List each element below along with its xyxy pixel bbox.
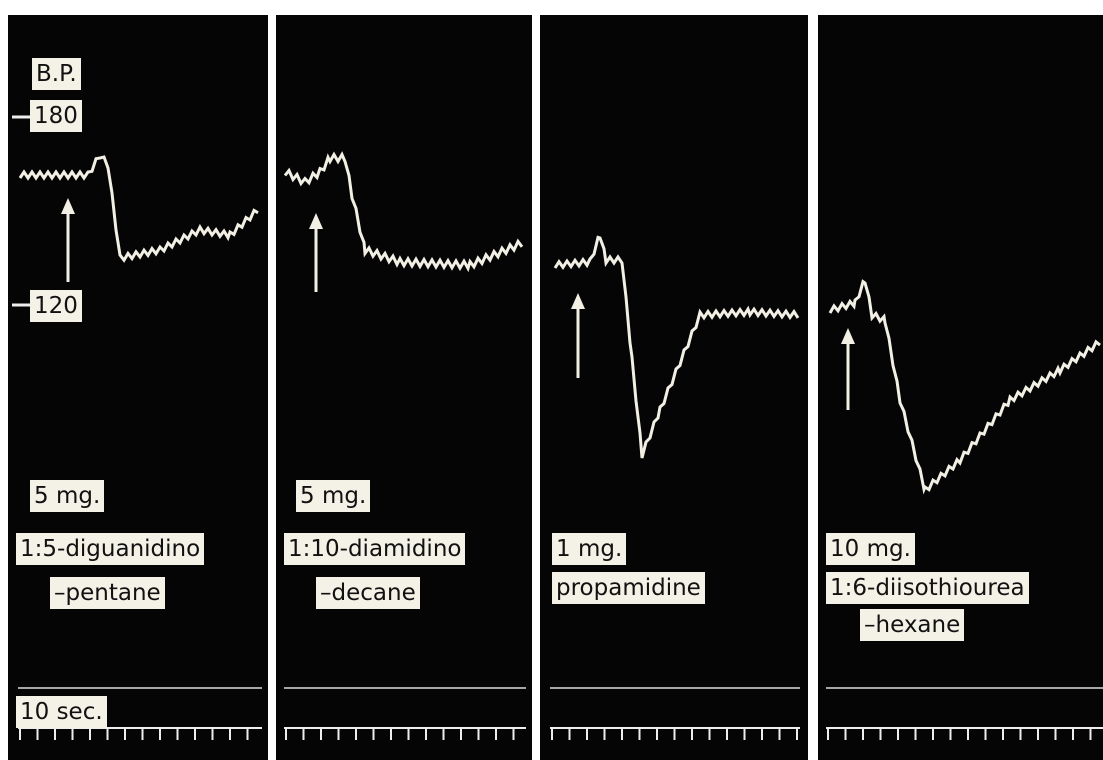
panel — [818, 15, 1103, 760]
scale-label: 120 — [30, 290, 82, 322]
drug-label: –pentane — [50, 577, 165, 609]
time-label: 10 sec. — [16, 696, 107, 728]
drug-label: –decane — [316, 577, 420, 609]
drug-label: 1:10-diamidino — [284, 533, 465, 565]
traces — [0, 0, 1103, 760]
bp-label: B.P. — [32, 58, 81, 90]
drug-label: 1:5-diguanidino — [16, 533, 204, 565]
dose-label: 5 mg. — [30, 480, 104, 512]
dose-label: 10 mg. — [826, 533, 915, 565]
scale-label: 180 — [30, 100, 82, 132]
drug-label: 1:6-diisothiourea — [826, 572, 1029, 604]
dose-label: 5 mg. — [296, 480, 370, 512]
drug-label: –hexane — [860, 609, 964, 641]
drug-label: propamidine — [552, 572, 705, 604]
dose-label: 1 mg. — [552, 533, 626, 565]
panel — [540, 15, 808, 760]
panel — [276, 15, 532, 760]
figure: {"bp_label": "B.P.", "scale": ["180", "1… — [0, 0, 1103, 760]
